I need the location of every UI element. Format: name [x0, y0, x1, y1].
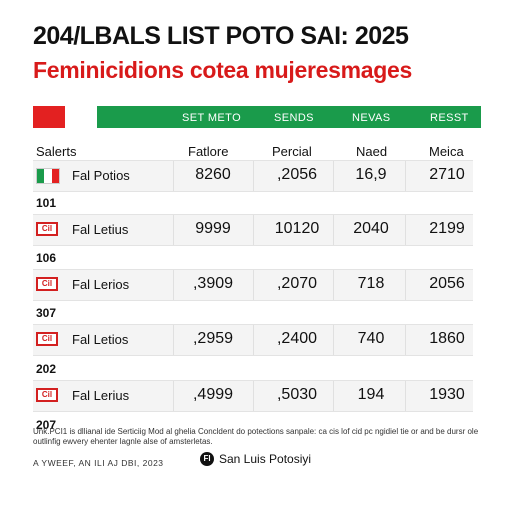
header-white-block	[65, 106, 97, 128]
brand: Fl San Luis Potosiyi	[200, 452, 311, 466]
mexico-flag-icon	[36, 168, 60, 184]
red-badge-icon: Cil	[36, 277, 58, 291]
row-value-percial: ,5030	[276, 386, 318, 403]
table-row	[33, 380, 473, 412]
row-value-meica: 2710	[429, 166, 465, 183]
row-value-naed: 2040	[353, 220, 389, 237]
row-name: Fal Lerios	[72, 277, 130, 292]
column-header-salerts: Salerts	[36, 144, 77, 159]
red-badge-icon: Cil	[36, 332, 58, 346]
row-value-percial: ,2056	[276, 166, 318, 183]
row-value-meica: 1930	[429, 386, 465, 403]
column-header-percial: Percial	[272, 144, 312, 159]
row-code: 106	[36, 251, 57, 265]
page-subtitle: Feminicidions cotea mujeresmages	[33, 57, 412, 83]
header-label-2: SENDS	[274, 112, 314, 124]
table-row	[33, 269, 473, 301]
row-value-fatlore: ,2959	[192, 330, 234, 347]
table-row	[33, 160, 473, 192]
row-value-percial: 10120	[274, 220, 320, 237]
row-name: Fal Lerius	[72, 388, 130, 403]
row-value-naed: 194	[357, 386, 385, 403]
row-name: Fal Potios	[72, 168, 130, 183]
table-row	[33, 214, 473, 246]
row-name: Fal Letius	[72, 222, 129, 237]
header-label-4: RESST	[430, 112, 469, 124]
brand-name: San Luis Potosiyi	[219, 452, 312, 466]
row-value-fatlore: 8260	[195, 166, 231, 183]
row-value-meica: 2056	[429, 275, 465, 292]
row-value-naed: 740	[357, 330, 385, 347]
footer-note: Unk.PCI1 is dllianal ide Serticiig Mod a…	[33, 427, 479, 446]
header-label-3: NEVAS	[352, 112, 391, 124]
header-red-block	[33, 106, 65, 128]
row-value-percial: ,2070	[276, 275, 318, 292]
row-value-fatlore: ,3909	[192, 275, 234, 292]
footer-date: A YWEEF, AN ILI AJ DBI, 2023	[33, 458, 164, 468]
header-label-1: SET METO	[182, 112, 242, 124]
row-value-meica: 2199	[429, 220, 465, 237]
column-header-naed: Naed	[356, 144, 388, 159]
row-value-naed: 16,9	[355, 166, 387, 183]
header-green-block	[97, 106, 481, 128]
column-header-fatlore: Fatlore	[188, 144, 229, 159]
header-color-bar	[33, 106, 481, 128]
row-code: 307	[36, 306, 57, 320]
column-header-meica: Meica	[429, 144, 464, 159]
red-badge-icon: Cil	[36, 388, 58, 402]
row-value-meica: 1860	[429, 330, 465, 347]
page-title: 204/LBALS LIST POTO SAI: 2025	[33, 22, 409, 50]
row-value-fatlore: ,4999	[192, 386, 234, 403]
row-code: 207	[36, 418, 57, 432]
row-name: Fal Letios	[72, 332, 129, 347]
row-code: 101	[36, 196, 57, 210]
row-value-naed: 718	[357, 275, 385, 292]
table-row	[33, 324, 473, 356]
row-value-percial: ,2400	[276, 330, 318, 347]
row-value-fatlore: 9999	[195, 220, 231, 237]
row-code: 202	[36, 362, 57, 376]
brand-logo-icon: Fl	[200, 452, 214, 466]
red-badge-icon: Cil	[36, 222, 58, 236]
